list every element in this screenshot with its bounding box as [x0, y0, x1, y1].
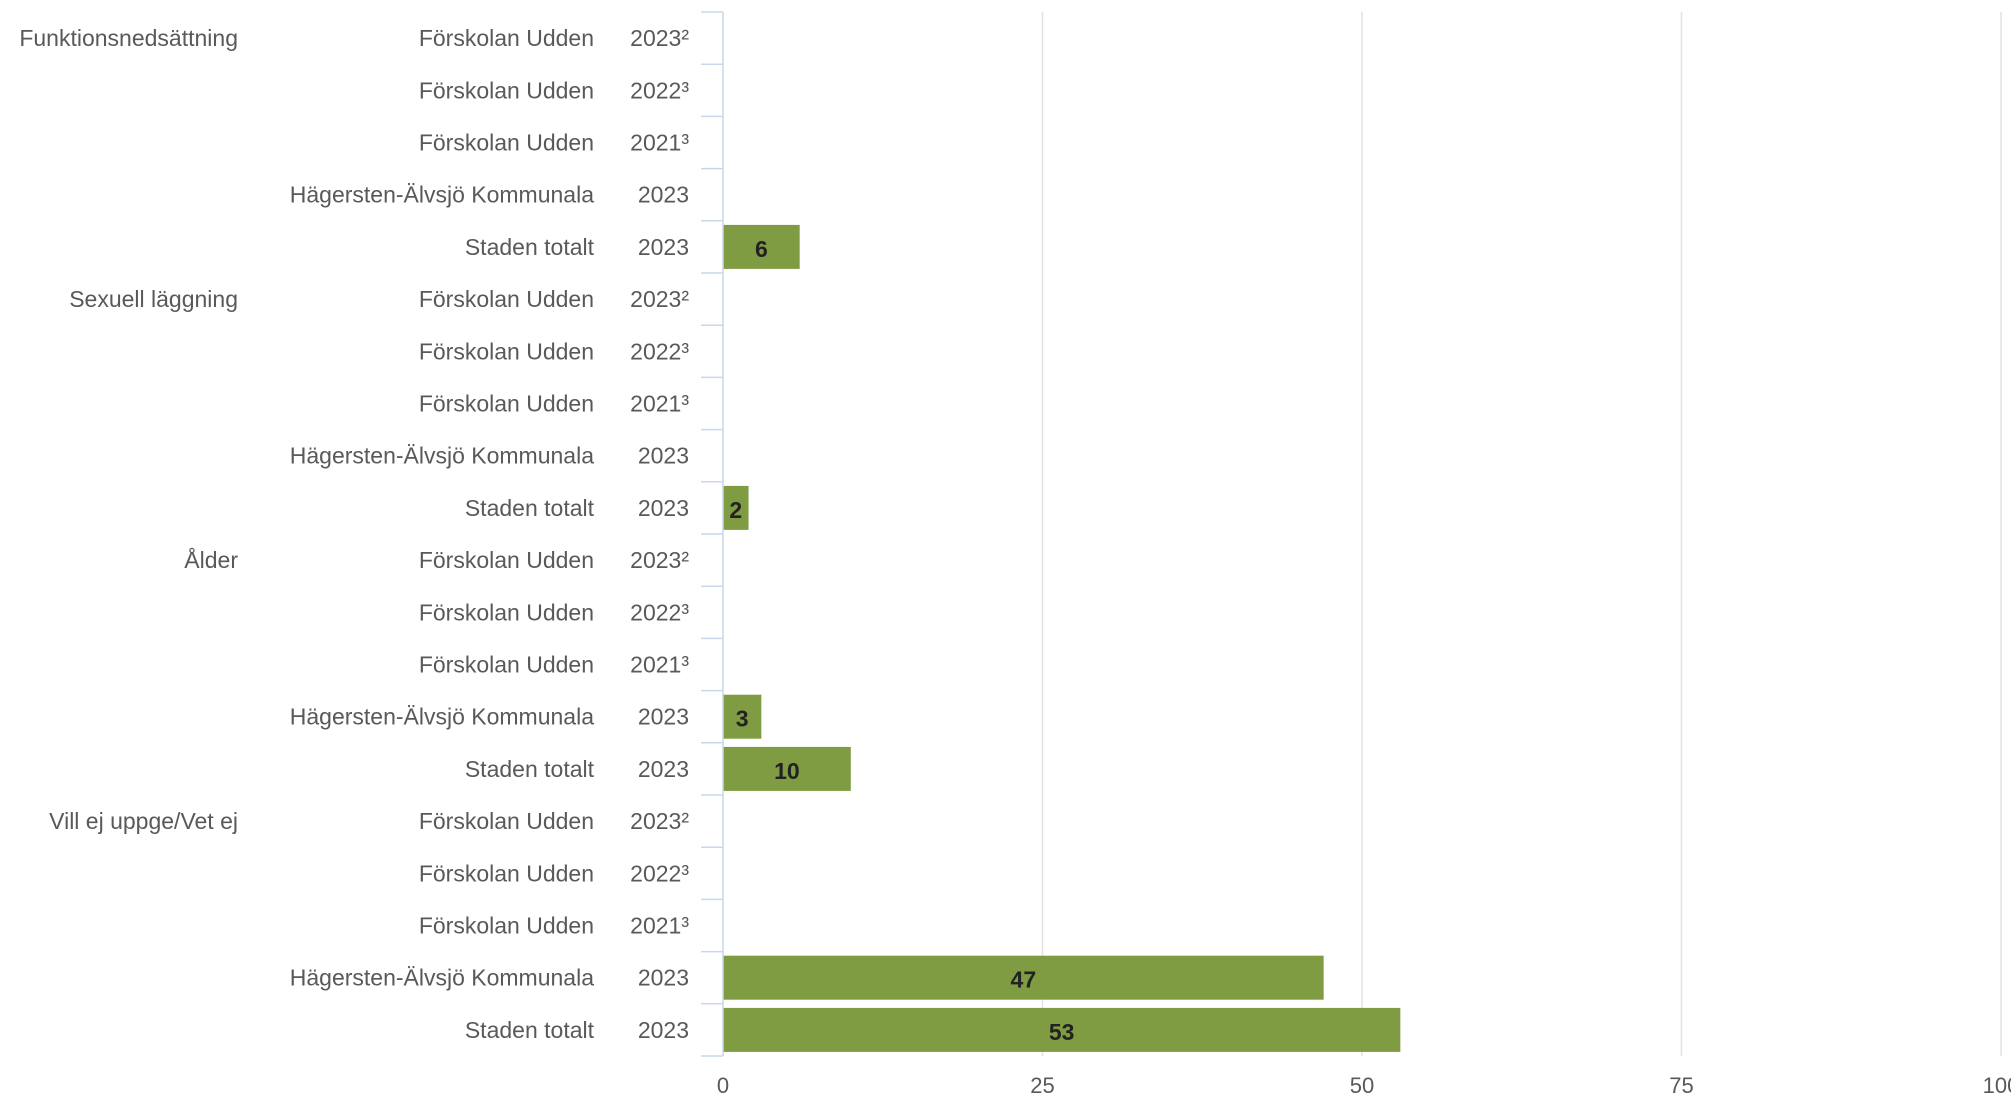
- year-label: 2021³: [630, 130, 689, 156]
- year-label: 2023: [638, 443, 689, 469]
- row-label: Hägersten-Älvsjö Kommunala: [290, 965, 594, 991]
- year-label: 2023²: [630, 286, 689, 312]
- row-label: Förskolan Udden: [419, 547, 594, 573]
- year-label: 2023: [638, 495, 689, 521]
- bar-value-label: 47: [1011, 967, 1037, 993]
- bar-value-label: 3: [736, 706, 749, 732]
- bar-layer: [723, 224, 1401, 1052]
- group-label: Vill ej uppge/Vet ej: [49, 808, 238, 834]
- row-label: Förskolan Udden: [419, 77, 594, 103]
- grid-layer: [1041, 12, 2002, 1056]
- row-label: Förskolan Udden: [419, 25, 594, 51]
- bar-value-label: 10: [774, 758, 800, 784]
- x-tick-label: 100: [1983, 1073, 2011, 1098]
- row-label: Hägersten-Älvsjö Kommunala: [290, 704, 594, 730]
- year-label: 2022³: [630, 599, 689, 625]
- row-label: Förskolan Udden: [419, 860, 594, 886]
- row-label: Staden totalt: [465, 1017, 595, 1043]
- year-label: 2023: [638, 965, 689, 991]
- row-label: Förskolan Udden: [419, 913, 594, 939]
- bar-value-label: 53: [1049, 1019, 1075, 1045]
- row-label: Staden totalt: [465, 495, 595, 521]
- row-label: Staden totalt: [465, 234, 595, 260]
- year-label: 2023: [638, 234, 689, 260]
- row-label: Förskolan Udden: [419, 652, 594, 678]
- year-label: 2023: [638, 756, 689, 782]
- axis-layer: [701, 11, 724, 1057]
- year-label: 2023: [638, 704, 689, 730]
- year-label: 2023²: [630, 25, 689, 51]
- year-label: 2023²: [630, 547, 689, 573]
- year-label: 2021³: [630, 391, 689, 417]
- group-label: Ålder: [184, 546, 238, 573]
- x-tick-label: 0: [717, 1073, 729, 1098]
- row-label: Förskolan Udden: [419, 599, 594, 625]
- row-label: Förskolan Udden: [419, 286, 594, 312]
- row-label: Förskolan Udden: [419, 130, 594, 156]
- group-label: Sexuell läggning: [69, 286, 238, 312]
- bar: [723, 224, 800, 269]
- row-label: Hägersten-Älvsjö Kommunala: [290, 182, 594, 208]
- bar: [723, 485, 749, 530]
- bar: [723, 955, 1324, 1000]
- year-label: 2023²: [630, 808, 689, 834]
- x-tick-label: 25: [1030, 1073, 1054, 1098]
- year-label: 2021³: [630, 913, 689, 939]
- bar-value-label: 6: [755, 236, 768, 262]
- row-label: Förskolan Udden: [419, 808, 594, 834]
- year-label: 2023: [638, 182, 689, 208]
- row-label: Förskolan Udden: [419, 338, 594, 364]
- row-label: Hägersten-Älvsjö Kommunala: [290, 443, 594, 469]
- year-label: 2023: [638, 1017, 689, 1043]
- bar: [723, 746, 851, 791]
- x-tick-label: 50: [1350, 1073, 1374, 1098]
- year-label: 2022³: [630, 338, 689, 364]
- row-label: Förskolan Udden: [419, 391, 594, 417]
- group-label: Funktionsnedsättning: [19, 25, 238, 51]
- row-label: Staden totalt: [465, 756, 595, 782]
- year-label: 2021³: [630, 652, 689, 678]
- x-tick-label: 75: [1669, 1073, 1693, 1098]
- bar: [723, 1007, 1401, 1052]
- bar-value-label: 2: [729, 497, 742, 523]
- year-label: 2022³: [630, 860, 689, 886]
- bar: [723, 694, 762, 739]
- label-layer: 0 25 50 75 100 Funktionsnedsättning Förskolan …: [19, 25, 2011, 1098]
- year-label: 2022³: [630, 77, 689, 103]
